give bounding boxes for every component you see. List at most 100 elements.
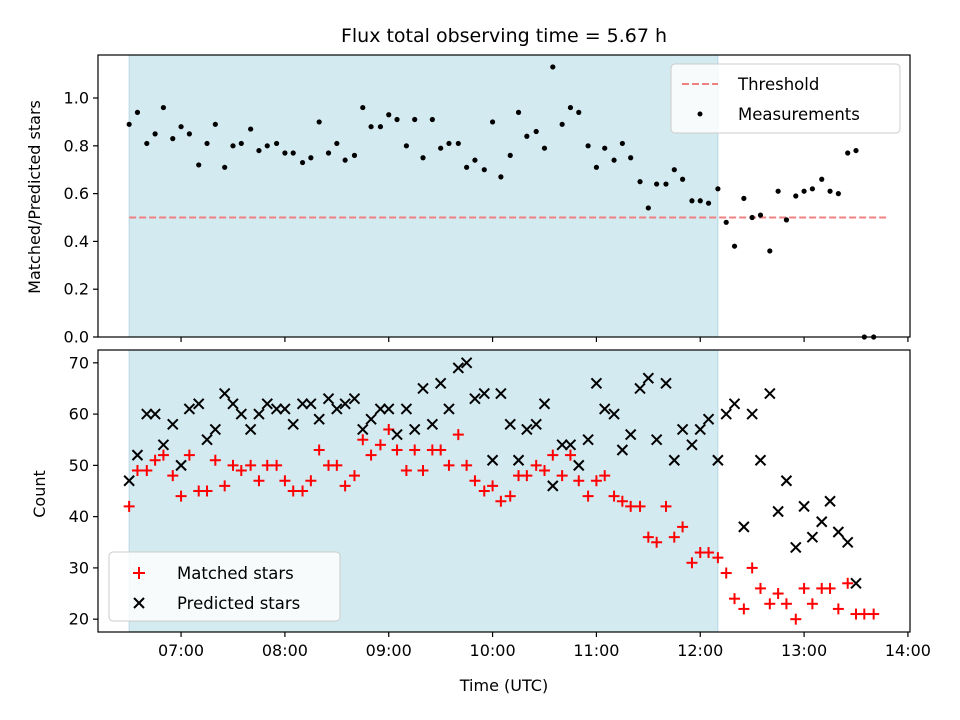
predicted-star-marker (218, 387, 231, 400)
matched-star-marker (712, 552, 724, 564)
measurement-point (715, 186, 721, 192)
x-tick-label: 09:00 (366, 641, 412, 660)
matched-star-marker (461, 459, 473, 471)
predicted-star-marker (408, 423, 421, 436)
matched-star-marker (201, 485, 213, 497)
measurement-point (507, 152, 513, 158)
predicted-stars-points (123, 357, 862, 589)
predicted-star-marker (720, 408, 732, 420)
measurement-point (541, 145, 548, 151)
predicted-star-marker (149, 408, 161, 420)
measurement-point (299, 159, 306, 166)
predicted-star-marker (616, 444, 629, 456)
measurement-point (827, 188, 833, 194)
measurement-point (170, 136, 176, 142)
predicted-star-marker (728, 398, 741, 410)
matched-star-marker (806, 598, 818, 610)
measurement-point (273, 140, 280, 147)
matched-star-marker (297, 485, 309, 497)
matched-star-marker (686, 557, 698, 569)
legend-predicted-swatch (133, 597, 145, 609)
predicted-star-marker (313, 413, 325, 425)
measurement-point (204, 140, 210, 147)
matched-star-marker (261, 459, 273, 471)
predicted-star-marker (642, 372, 655, 384)
measurement-point (238, 140, 244, 147)
measurement-point (819, 176, 825, 182)
measurement-point (559, 121, 565, 127)
matched-star-marker (235, 464, 247, 476)
legend-threshold-label: Threshold (737, 75, 819, 94)
measurement-point (438, 145, 444, 151)
predicted-star-marker (460, 357, 473, 369)
measurement-point (455, 140, 461, 147)
time-x-axis: 07:00 08:00 09:00 10:00 11:00 12:00 13:00 14:00 (158, 632, 931, 660)
predicted-star-marker (365, 413, 377, 425)
matched-star-marker (469, 475, 481, 487)
predicted-star-marker (305, 398, 317, 410)
predicted-star-marker (650, 434, 663, 446)
matched-star-marker (538, 464, 550, 476)
predicted-star-marker (244, 423, 257, 436)
predicted-star-marker (694, 423, 706, 436)
measurement-point (256, 147, 262, 154)
matched-star-marker (374, 439, 386, 451)
measurement-point (723, 219, 729, 225)
matched-star-marker (608, 490, 620, 502)
predicted-star-marker (798, 500, 810, 513)
legend-predicted-label: Predicted stars (177, 594, 300, 613)
predicted-star-marker (270, 403, 283, 415)
predicted-star-marker (131, 449, 144, 461)
matched-star-marker (331, 459, 343, 471)
predicted-star-marker (590, 377, 603, 390)
matched-star-marker (625, 500, 637, 512)
matched-star-marker (123, 500, 135, 512)
matched-star-marker (564, 449, 576, 461)
measurement-point (697, 198, 703, 204)
predicted-star-marker (183, 403, 196, 415)
x-tick-label: 12:00 (677, 641, 723, 660)
predicted-star-marker (383, 403, 395, 415)
measurement-point (602, 145, 608, 151)
ratio-legend: Threshold Measurements (670, 63, 901, 134)
predicted-star-marker (850, 577, 862, 589)
measurement-point (593, 164, 600, 170)
matched-star-marker (599, 470, 611, 482)
measurement-point (705, 200, 712, 206)
predicted-star-marker (556, 439, 568, 451)
predicted-star-marker (504, 418, 516, 431)
matched-star-marker (452, 429, 464, 441)
predicted-star-marker (495, 387, 507, 400)
matched-star-marker (149, 454, 161, 466)
measurement-point (671, 167, 677, 173)
legend-measurements-label: Measurements (738, 105, 860, 124)
predicted-star-marker (287, 418, 299, 431)
predicted-star-marker (357, 423, 369, 436)
predicted-star-marker (806, 531, 819, 543)
matched-star-marker (616, 495, 628, 507)
measurement-point (377, 124, 384, 130)
measurement-point (679, 176, 686, 182)
legend-matched-swatch (133, 567, 145, 579)
measurement-point (230, 143, 236, 149)
matched-star-marker (746, 562, 758, 574)
measurement-point (489, 119, 496, 125)
y-tick-label: 0.8 (64, 136, 89, 155)
measurement-point (731, 243, 738, 249)
matched-star-marker (209, 454, 221, 466)
observing-window-span (128, 54, 719, 338)
predicted-star-marker (676, 423, 689, 436)
predicted-star-marker (754, 454, 767, 466)
measurement-point (628, 155, 634, 161)
matched-star-marker (435, 444, 447, 456)
matched-star-marker (858, 608, 870, 620)
matched-star-marker (780, 598, 792, 610)
matched-star-marker (365, 449, 377, 461)
predicted-star-marker (634, 382, 646, 395)
measurement-point (741, 195, 747, 201)
predicted-star-marker (530, 418, 542, 431)
axes-frame (97, 54, 911, 338)
y-tick-label: 20 (69, 610, 89, 629)
measurement-point (654, 181, 660, 187)
matched-star-marker (842, 577, 854, 589)
